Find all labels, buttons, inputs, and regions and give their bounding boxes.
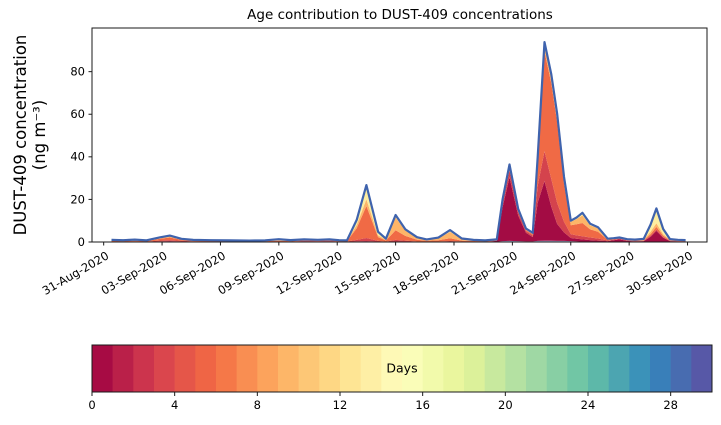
colorbar-segment [567,345,589,392]
colorbar-tick-label: 12 [333,398,348,412]
x-tick-label: 30-Sep-2020 [624,248,695,297]
colorbar-segment [92,345,113,392]
colorbar-segment [464,345,485,392]
area-band [111,177,686,242]
colorbar-label: Days [386,360,418,376]
area-band [111,151,686,242]
colorbar-segment [650,345,671,392]
colorbar-segment [278,345,299,392]
colorbar-tick-label: 8 [254,398,261,412]
colorbar-segment [402,345,423,392]
colorbar-segment [195,345,217,392]
y-tick-label: 80 [70,65,85,79]
chart-title: Age contribution to DUST-409 concentrati… [247,7,553,23]
colorbar-segment [340,345,361,392]
colorbar-segment [298,345,320,392]
colorbar-tick-label: 16 [415,398,430,412]
area-band [111,42,686,241]
colorbar-segment [608,345,630,392]
area-band [111,45,686,242]
colorbar-segment [360,345,382,392]
colorbar-segment [236,345,258,392]
y-tick-label: 60 [70,107,85,121]
colorbar-segment [257,345,279,392]
y-axis-label-line1: DUST-409 concentration [11,34,31,236]
colorbar-segment [381,345,403,392]
colorbar-tick-label: 28 [663,398,678,412]
colorbar-segment [443,345,465,392]
colorbar-tick-label: 4 [171,398,178,412]
colorbar-segment [629,345,651,392]
colorbar-segment [588,345,609,392]
colorbar-segment [422,345,444,392]
y-tick-label: 0 [78,235,85,249]
colorbar-segment [691,345,713,392]
colorbar-segment [216,345,237,392]
plot-frame [91,27,708,243]
total-concentration-line [111,40,686,242]
y-axis-label: DUST-409 concentration (ng m⁻³) [11,0,50,285]
y-tick-label: 20 [70,192,85,206]
area-band [111,43,686,241]
colorbar-segment [484,345,506,392]
area-band [111,51,686,242]
colorbar-segment [505,345,527,392]
colorbar-frame [91,344,713,393]
colorbar-segment [670,345,692,392]
colorbar-tick-label: 0 [88,398,95,412]
colorbar-segment [112,345,134,392]
colorbar-segment [174,345,196,392]
colorbar-segment [526,345,547,392]
colorbar-segment [133,345,155,392]
colorbar-tick-label: 24 [581,398,596,412]
colorbar-segment [319,345,341,392]
colorbar-segment [546,345,568,392]
y-axis-label-line2: (ng m⁻³) [30,99,49,171]
colorbar-segment [154,345,175,392]
y-tick-label: 40 [70,150,85,164]
colorbar-tick-label: 20 [498,398,513,412]
